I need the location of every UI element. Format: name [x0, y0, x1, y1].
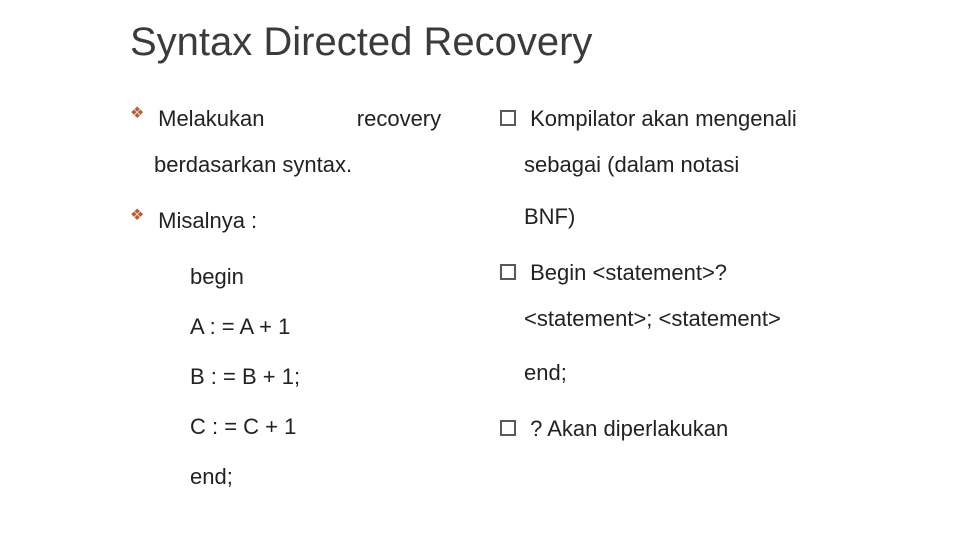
bullet-akan: ? Akan diperlakukan [500, 410, 920, 448]
left-column: ❖ Melakukan recovery berdasarkan syntax.… [130, 100, 500, 540]
text-bnf: BNF) [500, 198, 920, 236]
square-icon [500, 110, 516, 126]
square-icon [500, 264, 516, 280]
diamond-icon: ❖ [130, 202, 142, 230]
slide-title: Syntax Directed Recovery [130, 20, 592, 65]
bullet-melakukan: ❖ Melakukan recovery [130, 100, 500, 138]
code-begin: begin [130, 258, 500, 296]
text-berdasarkan: berdasarkan syntax. [130, 146, 500, 184]
square-icon [500, 420, 516, 436]
slide: Syntax Directed Recovery ❖ Melakukan rec… [0, 0, 960, 540]
bullet-kompilator: Kompilator akan mengenali [500, 100, 920, 138]
code-end: end; [130, 458, 500, 496]
text-misalnya: Misalnya : [158, 208, 257, 233]
code-c: C : = C + 1 [130, 408, 500, 446]
code-a: A : = A + 1 [130, 308, 500, 346]
diamond-icon: ❖ [130, 100, 142, 128]
text-stmt2: <statement>; <statement> [500, 300, 920, 338]
text-akan: ? Akan diperlakukan [530, 416, 728, 441]
bullet-begin-stmt: Begin <statement>? [500, 254, 920, 292]
code-b: B : = B + 1; [130, 358, 500, 396]
bullet-misalnya: ❖ Misalnya : [130, 202, 500, 240]
text-melakukan: Melakukan [158, 106, 264, 131]
text-kompilator: Kompilator akan mengenali [530, 106, 797, 131]
text-sebagai: sebagai (dalam notasi [500, 146, 920, 184]
right-column: Kompilator akan mengenali sebagai (dalam… [500, 100, 920, 540]
text-begin-stmt: Begin <statement>? [530, 260, 727, 285]
content-columns: ❖ Melakukan recovery berdasarkan syntax.… [130, 100, 920, 540]
text-recovery: recovery [357, 106, 441, 131]
text-end: end; [500, 354, 920, 392]
